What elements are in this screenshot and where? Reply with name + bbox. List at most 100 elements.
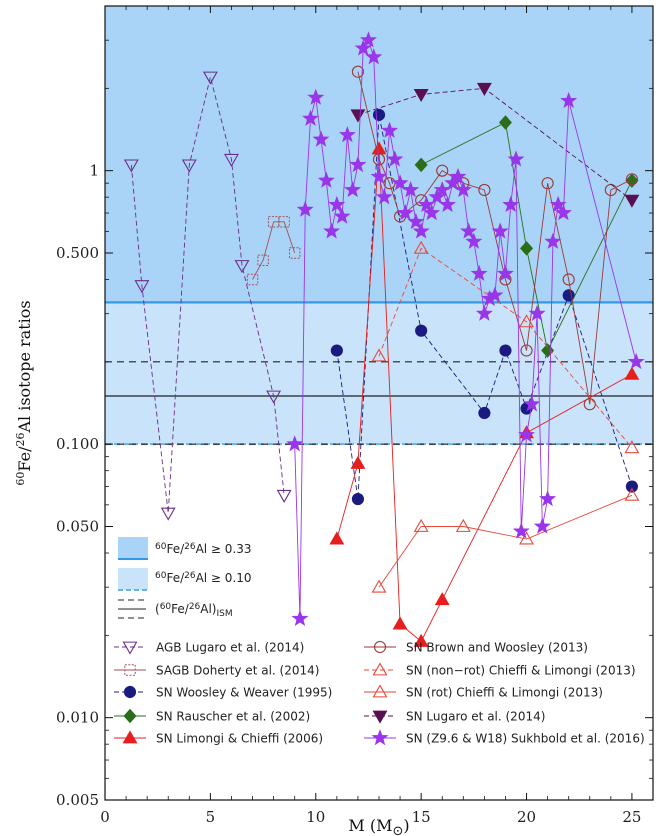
series-0 [123,71,292,521]
data-point [307,88,325,105]
legend-sup: 26 [189,602,201,612]
y-tick-label: 0.005 [56,791,99,809]
legend-part: Al) [200,602,216,616]
legend-sup: 60 [155,571,167,581]
data-point [372,108,386,121]
data-point [519,314,534,328]
data-point [519,531,534,545]
data-point [583,398,596,411]
legend-marker [373,640,387,654]
data-point [627,352,645,370]
legend-label-right-3: SN Lugaro et al. (2014) [406,710,545,724]
data-point [344,181,362,198]
data-point [460,222,478,239]
legend-label-left-2: SN Woosley & Weaver (1995) [156,686,332,700]
data-point [329,531,345,545]
x-axis-title: M (M⊙) [348,816,409,836]
data-point [349,155,367,173]
data-point [554,204,572,221]
data-point [475,304,493,321]
data-point [539,490,557,507]
data-point [350,455,366,469]
data-point [560,91,578,109]
legend-part: Al ≥ 0.10 [196,571,252,585]
data-point [486,286,504,303]
data-point [436,164,449,177]
x-tick-label: 25 [622,808,641,826]
y-tick-label: 0.050 [56,517,99,535]
series-line-5 [357,71,633,405]
legend-part: Fe/ [166,542,185,556]
data-point [449,167,467,184]
data-point [413,240,429,254]
data-point [246,273,259,286]
legend-sub: ISM [217,609,233,619]
y-axis-title: 60Fe/26Al isotope ratios [14,300,34,485]
data-point [523,395,541,412]
data-point [291,609,309,626]
plot-area [123,31,645,647]
data-point [333,207,351,224]
legend-band-010-swatch [118,568,148,590]
data-point [338,126,356,143]
data-point [415,324,428,337]
legend-part: ( [155,602,160,616]
data-point [351,65,364,78]
data-point [533,517,551,534]
data-point [234,260,250,274]
legend-marker [372,662,388,676]
legend-label-left-1: SAGB Doherty et al. (2014) [156,664,319,678]
x-tick-label: 20 [517,808,536,826]
data-point [257,254,269,267]
data-point [507,150,525,167]
data-point [312,130,330,147]
legend-sup: 60 [160,602,172,612]
data-point [439,195,456,213]
data-point [465,232,483,249]
data-point [413,88,429,103]
legend-part: Fe/ [166,571,185,585]
data-point [296,200,314,217]
y-tick-label: 1 [89,162,99,180]
legend-label-left-0: AGB Lugaro et al. (2014) [156,641,304,655]
legend-marker [122,730,138,744]
data-point [181,159,197,173]
data-point [412,222,430,239]
data-point [276,489,292,503]
data-point [370,167,388,184]
data-point [478,406,491,420]
y-tick-label: 0.010 [56,709,99,727]
legend-label-left-4: SN Limongi & Chieffi (2006) [156,732,323,746]
data-point [134,280,150,294]
data-point [413,633,429,647]
data-point [499,344,512,357]
data-point [317,171,335,188]
data-point [496,264,514,281]
data-point [454,181,472,198]
data-point [391,174,409,191]
data-point [544,232,562,249]
x-tick-label: 5 [206,808,216,826]
data-point [478,183,491,197]
legend-band-033-label: 60Fe/26Al ≥ 0.33 [155,542,252,556]
data-point [266,390,282,404]
data-point [288,247,301,259]
x-axis-title-end: ) [403,816,409,835]
data-point [476,82,492,96]
y-title-sup: 60 [14,472,27,486]
legend-label-right-0: SN Brown and Woosley (2013) [406,641,588,655]
data-point [455,518,471,532]
data-point [549,195,567,213]
data-point [278,216,290,228]
data-point [528,304,546,321]
data-point [414,157,428,173]
data-point [396,204,414,221]
series-8 [350,82,640,208]
data-point [359,31,377,48]
x-tick-label: 10 [306,808,325,826]
data-point [512,522,530,539]
legend-marker [372,710,388,724]
data-point [350,109,366,123]
legend-part: Fe/ [171,602,190,616]
